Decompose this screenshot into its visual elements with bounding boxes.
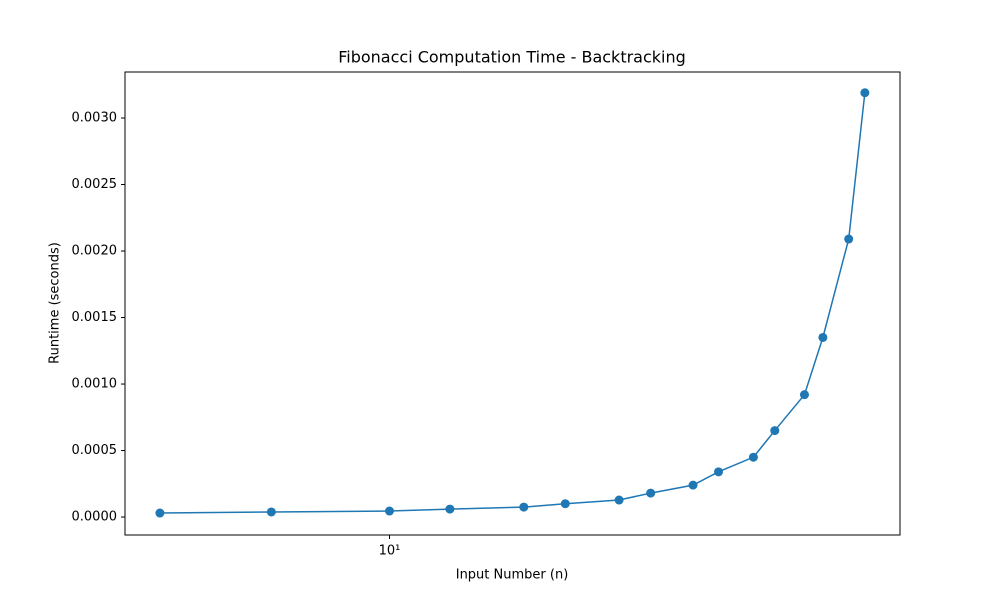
y-tick-label: 0.0030 (72, 111, 118, 126)
point (646, 488, 656, 498)
point (614, 495, 624, 505)
x-axis-label: Input Number (n) (456, 568, 569, 583)
point (519, 502, 529, 512)
point (155, 508, 165, 518)
point (385, 506, 395, 516)
y-tick-label: 0.0010 (72, 377, 118, 392)
point (688, 480, 698, 490)
y-tick-label: 0.0005 (72, 443, 118, 458)
point (818, 332, 828, 342)
line (159, 92, 866, 514)
y-tick-label: 0.0020 (72, 244, 118, 259)
x-tick-label: 10¹ (379, 544, 401, 559)
point (860, 88, 870, 98)
y-tick-label: 0.0000 (72, 510, 118, 525)
chart-title: Fibonacci Computation Time - Backtrackin… (338, 48, 686, 67)
point (445, 504, 455, 514)
point (748, 452, 758, 462)
y-tick-label: 0.0025 (72, 177, 118, 192)
point (844, 234, 854, 244)
y-axis-label: Runtime (seconds) (48, 242, 63, 364)
y-tick-label: 0.0015 (72, 310, 118, 325)
point (560, 499, 570, 509)
point (266, 507, 276, 517)
point (770, 426, 780, 436)
point (714, 467, 724, 477)
point (799, 390, 809, 400)
plot-frame (124, 71, 901, 536)
